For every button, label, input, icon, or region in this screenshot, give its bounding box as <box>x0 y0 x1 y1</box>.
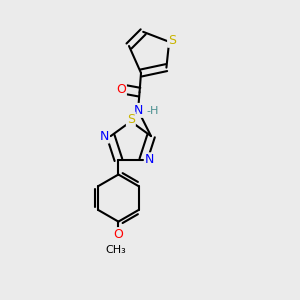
Text: CH₃: CH₃ <box>105 244 126 255</box>
Text: N: N <box>100 130 109 142</box>
Text: N: N <box>134 104 143 117</box>
Text: O: O <box>113 228 123 241</box>
Text: S: S <box>127 112 135 126</box>
Text: S: S <box>168 34 176 47</box>
Text: N: N <box>145 153 154 166</box>
Text: -H: -H <box>147 106 159 116</box>
Text: O: O <box>116 83 126 96</box>
